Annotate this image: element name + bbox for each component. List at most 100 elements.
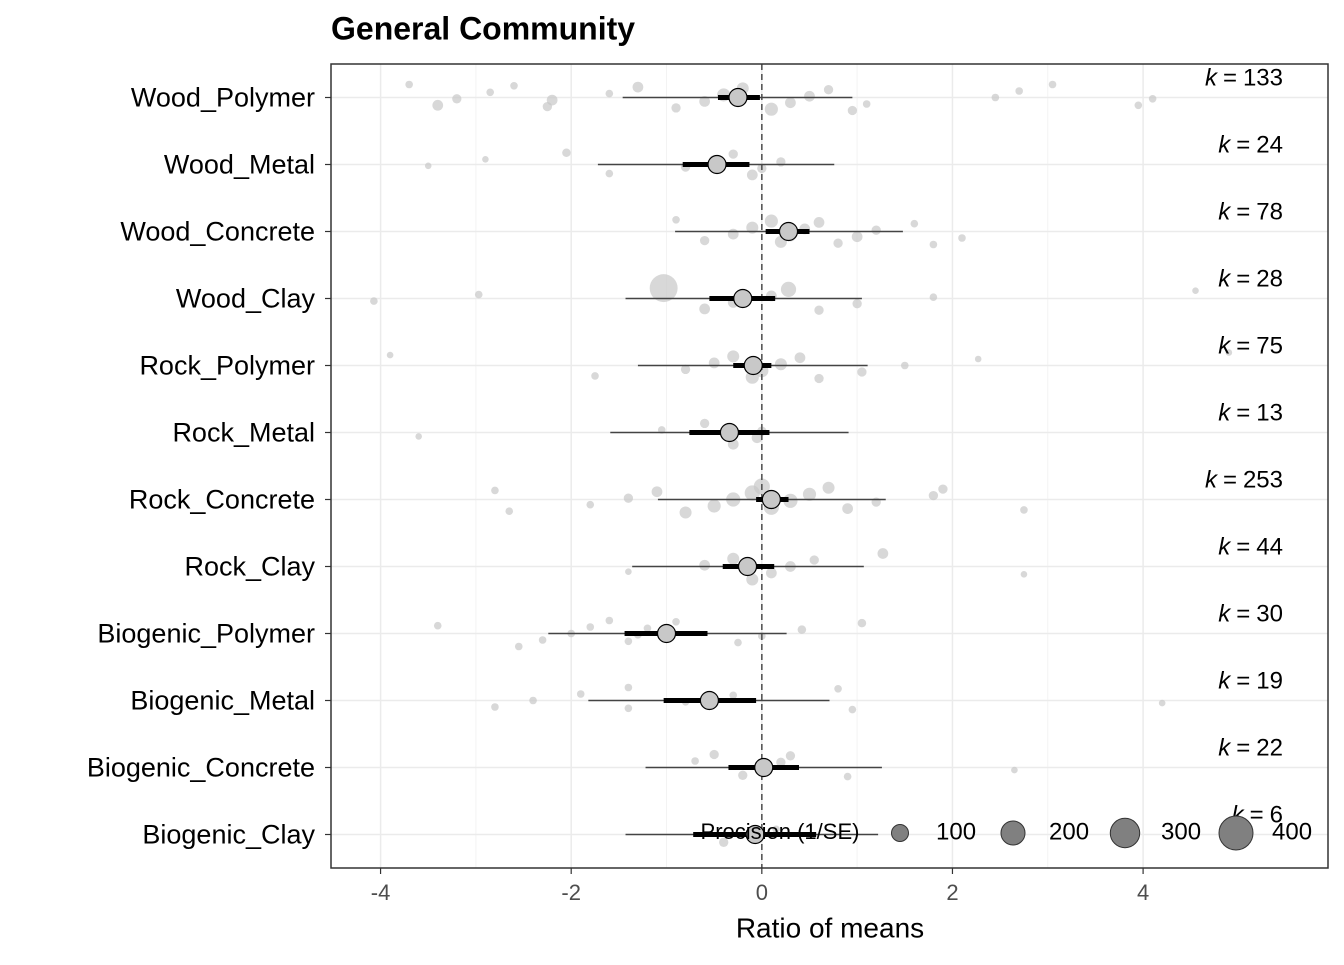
- data-point: [625, 568, 632, 575]
- k-value: 253: [1243, 467, 1283, 494]
- y-tick-label: Wood_Concrete: [120, 217, 315, 247]
- data-point: [804, 90, 815, 102]
- data-point: [538, 636, 547, 644]
- data-point: [1192, 287, 1199, 294]
- k-value: 78: [1256, 199, 1283, 226]
- data-point: [562, 148, 571, 158]
- k-sep: =: [1236, 199, 1250, 226]
- data-point: [813, 217, 825, 228]
- chart-title: General Community: [331, 10, 635, 46]
- data-point: [974, 355, 982, 363]
- data-point: [727, 228, 739, 240]
- k-value: 30: [1256, 601, 1283, 628]
- estimate: [656, 623, 677, 644]
- data-point: [765, 567, 777, 579]
- k-annotation: k = 28: [1218, 266, 1283, 293]
- x-tick-label: 0: [756, 880, 768, 905]
- data-point: [643, 624, 652, 633]
- data-point: [546, 94, 558, 106]
- y-tick-label: Wood_Clay: [176, 284, 316, 314]
- k-sep: =: [1250, 802, 1264, 829]
- data-point: [822, 481, 835, 494]
- data-point: [814, 373, 824, 384]
- data-point: [624, 637, 633, 646]
- data-point: [857, 367, 867, 377]
- k-symbol: k: [1218, 601, 1232, 628]
- estimate: [778, 221, 799, 242]
- estimate: [707, 154, 727, 175]
- data-point: [370, 297, 378, 305]
- data-point: [699, 235, 710, 246]
- data-point: [900, 361, 909, 370]
- data-point: [586, 500, 595, 509]
- legend-symbol: [891, 824, 909, 842]
- y-tick-label: Wood_Polymer: [131, 83, 315, 113]
- data-point: [433, 621, 442, 630]
- k-value: 133: [1243, 65, 1283, 92]
- estimate: [743, 355, 763, 376]
- data-point: [727, 552, 740, 565]
- data-point: [672, 617, 680, 626]
- data-point: [452, 94, 462, 104]
- x-tick-label: 2: [946, 880, 958, 905]
- data-point: [699, 559, 711, 571]
- estimate: [728, 87, 748, 108]
- data-point: [491, 486, 499, 495]
- data-point: [1015, 87, 1023, 95]
- data-point: [809, 555, 819, 565]
- k-symbol: k: [1205, 65, 1219, 92]
- data-point: [871, 225, 881, 235]
- data-point: [1011, 766, 1018, 774]
- y-tick-label: Rock_Concrete: [129, 485, 315, 515]
- data-point: [649, 274, 678, 303]
- k-symbol: k: [1218, 132, 1232, 159]
- data-point: [529, 696, 537, 705]
- k-sep: =: [1236, 735, 1250, 762]
- data-point: [729, 691, 738, 700]
- data-point: [797, 625, 807, 634]
- k-sep: =: [1236, 601, 1250, 628]
- k-symbol: k: [1218, 534, 1232, 561]
- data-point: [776, 757, 786, 767]
- k-symbol: k: [1205, 467, 1219, 494]
- data-point: [938, 484, 948, 494]
- data-point: [708, 357, 720, 369]
- estimate: [745, 824, 765, 845]
- data-point: [833, 238, 843, 248]
- k-value: 13: [1256, 400, 1283, 427]
- data-point: [746, 169, 758, 181]
- k-value: 19: [1256, 668, 1283, 695]
- data-point: [802, 487, 817, 501]
- k-annotation: k = 253: [1205, 467, 1283, 494]
- k-sep: =: [1236, 400, 1250, 427]
- k-value: 28: [1256, 266, 1283, 293]
- estimate: [761, 489, 781, 510]
- data-point: [605, 169, 614, 178]
- legend-label: 400: [1272, 818, 1312, 845]
- data-point: [1225, 349, 1233, 356]
- legend-symbol: [1109, 817, 1141, 849]
- y-tick-label: Wood_Metal: [164, 150, 315, 180]
- k-sep: =: [1236, 132, 1250, 159]
- k-annotation: k = 44: [1218, 534, 1283, 561]
- k-value: 6: [1270, 802, 1283, 829]
- k-sep: =: [1236, 668, 1250, 695]
- data-point: [734, 638, 742, 647]
- data-point: [764, 102, 778, 116]
- estimate: [754, 757, 774, 778]
- data-point: [605, 89, 614, 98]
- data-point: [482, 156, 489, 163]
- k-annotation: k = 78: [1218, 199, 1283, 226]
- data-point: [679, 506, 692, 519]
- data-point: [851, 231, 863, 243]
- y-tick-label: Biogenic_Clay: [142, 820, 315, 850]
- x-axis-title: Ratio of means: [736, 912, 924, 943]
- data-point: [1148, 94, 1157, 103]
- data-point: [794, 352, 806, 364]
- data-point: [834, 684, 842, 693]
- legend-label: 300: [1161, 818, 1201, 845]
- data-point: [415, 433, 422, 440]
- k-sep: =: [1236, 333, 1250, 360]
